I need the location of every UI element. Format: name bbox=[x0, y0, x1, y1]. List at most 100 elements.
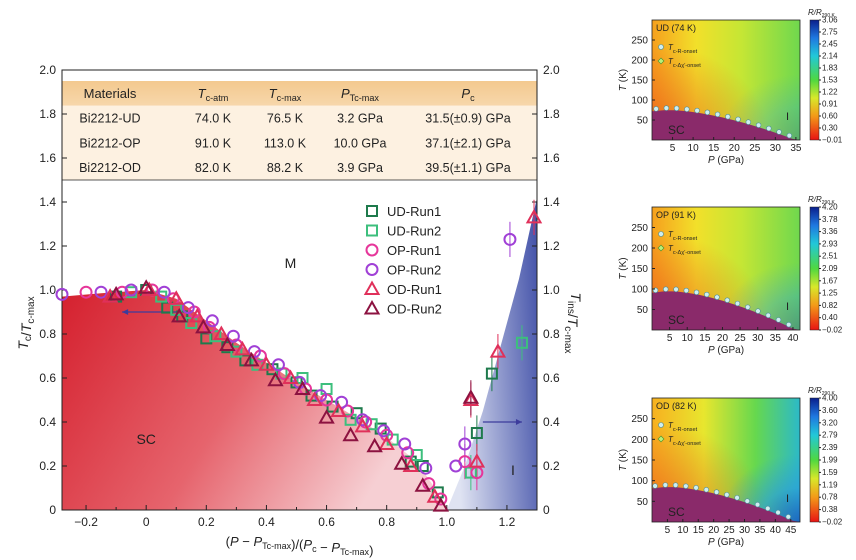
data-point bbox=[101, 288, 119, 303]
heatmap-sc-region bbox=[652, 110, 800, 140]
y-tick-label: 0.6 bbox=[39, 371, 56, 385]
y-tick-label-right: 1.4 bbox=[543, 195, 560, 209]
data-point bbox=[318, 409, 335, 424]
onset-point bbox=[662, 482, 669, 488]
heatmap-x-label: P (GPa) bbox=[708, 345, 744, 356]
heatmap-legend-label: Tc-Δχ′-onset bbox=[668, 57, 701, 69]
onset-point bbox=[775, 509, 781, 516]
heatmap-sc-region bbox=[652, 486, 800, 522]
y-tick-label: 250 bbox=[631, 223, 648, 234]
data-point bbox=[294, 380, 311, 395]
onset-point bbox=[704, 291, 710, 298]
data-point bbox=[356, 413, 370, 427]
onset-point bbox=[663, 286, 669, 292]
data-point bbox=[79, 285, 93, 299]
table-header-cell: Pc bbox=[461, 86, 475, 103]
data-point bbox=[195, 318, 212, 334]
x-tick-label: 30 bbox=[770, 143, 782, 154]
x-tick-label: 20 bbox=[708, 525, 720, 536]
legend-marker bbox=[658, 422, 664, 428]
data-point bbox=[393, 455, 410, 470]
y-tick-label: 150 bbox=[631, 264, 648, 275]
data-point bbox=[470, 427, 483, 439]
onset-point bbox=[683, 483, 689, 489]
onset-point bbox=[786, 132, 793, 139]
x-tick-label: 25 bbox=[735, 333, 747, 344]
onset-point bbox=[724, 492, 730, 498]
data-point bbox=[137, 279, 155, 294]
y-tick-label: 200 bbox=[631, 244, 648, 255]
y-tick-label-right: 2.0 bbox=[543, 63, 560, 77]
data-point bbox=[416, 460, 429, 472]
y-tick-label-right: 0.8 bbox=[543, 327, 560, 341]
x-tick-label: 10 bbox=[677, 525, 689, 536]
onset-point bbox=[765, 505, 771, 512]
colorbar-tick-label: 1.67 bbox=[822, 276, 838, 285]
y-tick-label: 1.8 bbox=[39, 107, 56, 121]
data-point bbox=[157, 285, 171, 299]
heatmap-region-i: I bbox=[786, 111, 789, 123]
data-point bbox=[320, 383, 333, 395]
main-plot: Materials Tc-atm Tc-max PTc-max Pc Bi2212-UD 7… bbox=[15, 63, 584, 558]
onset-point bbox=[745, 304, 751, 310]
materials-table: Materials Tc-atm Tc-max PTc-max Pc Bi2212-UD 7… bbox=[62, 81, 537, 180]
heatmap-region-i: I bbox=[786, 301, 789, 313]
y-tick-label: 100 bbox=[631, 285, 648, 296]
x-tick-label: 35 bbox=[754, 525, 766, 536]
data-point bbox=[213, 325, 230, 340]
legend-marker bbox=[366, 205, 378, 217]
y-tick-label: 50 bbox=[637, 305, 649, 316]
onset-point bbox=[653, 106, 659, 112]
x-tick-label: 40 bbox=[787, 333, 799, 344]
data-point bbox=[354, 417, 371, 433]
data-point bbox=[230, 345, 243, 358]
table-header-cell: Tc-max bbox=[269, 86, 302, 103]
table-cell: Bi2212-UD bbox=[79, 112, 140, 126]
x-axis-label: (P − PTc-max)/(Pc − PTc-max) bbox=[226, 534, 374, 558]
colorbar-tick-label: 4.20 bbox=[822, 203, 838, 212]
data-point bbox=[189, 307, 206, 323]
colorbar-tick-label: 3.36 bbox=[822, 227, 838, 236]
heatmap-legend-label: Tc-Δχ′-onset bbox=[668, 244, 701, 256]
onset-point bbox=[684, 106, 690, 112]
heatmap-region-sc: SC bbox=[668, 505, 685, 519]
data-point bbox=[401, 446, 415, 460]
data-point bbox=[377, 424, 391, 438]
x-tick-label: 25 bbox=[749, 143, 761, 154]
colorbar-tick-label: 0.78 bbox=[822, 493, 838, 502]
colorbar-tick-label: −0.02 bbox=[822, 326, 843, 335]
x-tick-label: 0.4 bbox=[258, 515, 275, 529]
x-tick-label: 20 bbox=[729, 143, 741, 154]
x-tick-label: 1.2 bbox=[499, 515, 516, 529]
onset-point bbox=[765, 312, 771, 319]
table-cell: Bi2212-OP bbox=[79, 136, 140, 150]
legend-label: OP-Run2 bbox=[387, 263, 441, 278]
onset-point bbox=[693, 485, 699, 491]
data-point bbox=[414, 477, 431, 492]
colorbar-tick-label: 2.75 bbox=[822, 28, 838, 37]
y-tick-label: 200 bbox=[631, 435, 648, 446]
y-axis-label-left: Tc/Tc-max bbox=[15, 296, 37, 349]
onset-point bbox=[714, 111, 721, 118]
colorbar-label: R/R290 K bbox=[808, 195, 836, 206]
legend-marker bbox=[657, 244, 665, 252]
colorbar-tick-label: 2.93 bbox=[822, 239, 838, 248]
data-point bbox=[342, 426, 359, 442]
colorbar-tick-label: 2.79 bbox=[822, 431, 838, 440]
x-tick-label: 30 bbox=[752, 333, 764, 344]
heatmap-sc-region bbox=[652, 291, 800, 330]
heatmap-x-label: P (GPa) bbox=[708, 155, 744, 166]
sc-region bbox=[62, 290, 447, 510]
y-tick-label-right: 1.0 bbox=[543, 283, 560, 297]
y-tick-label: 0.8 bbox=[39, 327, 56, 341]
data-point bbox=[205, 314, 219, 328]
data-point bbox=[234, 340, 251, 356]
region-label-i: I bbox=[511, 462, 515, 478]
legend-marker bbox=[658, 231, 664, 237]
data-point bbox=[489, 343, 507, 358]
colorbar-tick-label: 0.38 bbox=[822, 505, 838, 514]
onset-point bbox=[785, 514, 791, 520]
data-point bbox=[181, 301, 195, 315]
y-tick-label: 50 bbox=[637, 116, 649, 127]
